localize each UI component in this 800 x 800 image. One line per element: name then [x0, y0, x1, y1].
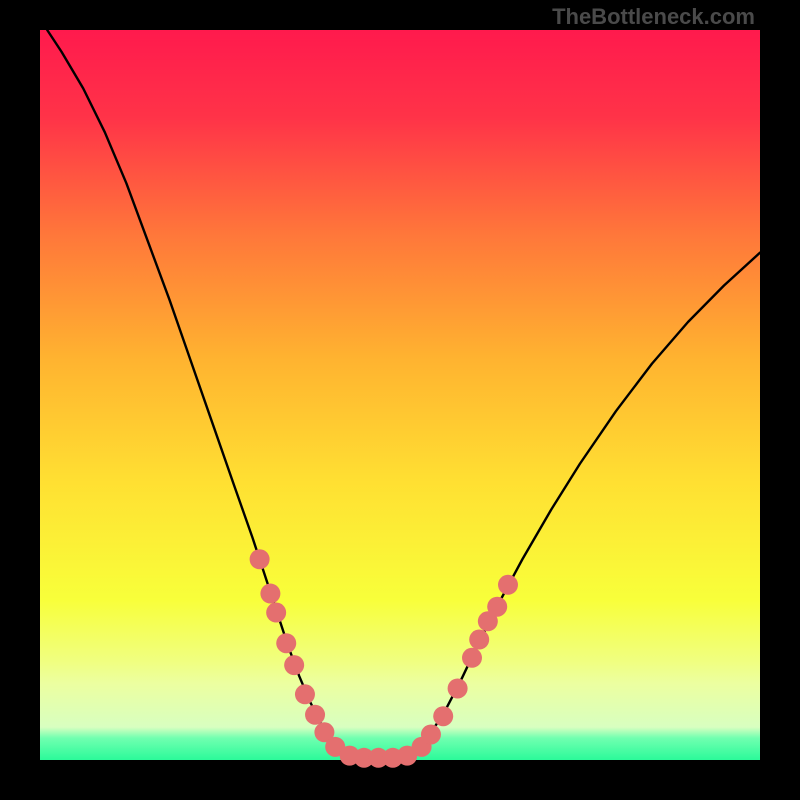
data-point-marker [469, 630, 489, 650]
data-point-marker [448, 678, 468, 698]
data-point-marker [487, 597, 507, 617]
bottleneck-curve-chart [0, 0, 800, 800]
data-point-marker [305, 705, 325, 725]
data-point-marker [260, 584, 280, 604]
bottleneck-curve [47, 30, 760, 756]
data-point-marker [295, 684, 315, 704]
data-point-marker [250, 549, 270, 569]
data-point-marker [498, 575, 518, 595]
data-point-marker [421, 724, 441, 744]
data-point-marker [276, 633, 296, 653]
data-point-marker [433, 706, 453, 726]
watermark-text: TheBottleneck.com [552, 4, 755, 30]
data-point-marker [266, 603, 286, 623]
data-point-marker [284, 655, 304, 675]
data-point-marker [462, 648, 482, 668]
